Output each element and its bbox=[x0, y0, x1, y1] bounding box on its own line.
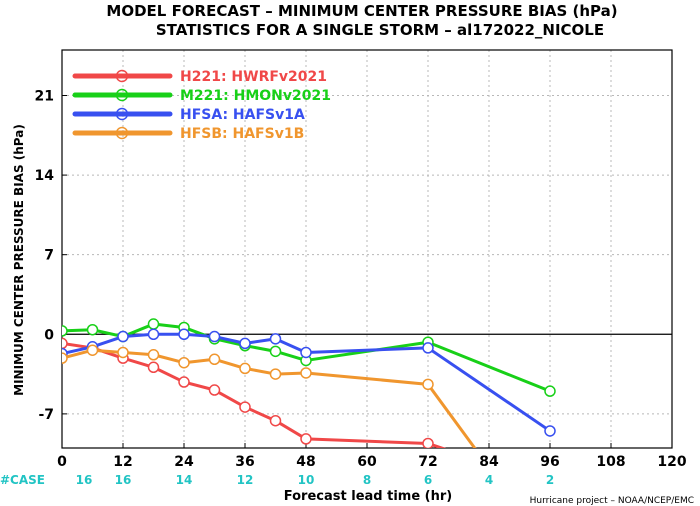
footer-credit: Hurricane project – NOAA/NCEP/EMC bbox=[530, 496, 694, 506]
data-point bbox=[178, 328, 190, 341]
data-point bbox=[208, 384, 221, 396]
legend-marker bbox=[115, 88, 129, 102]
y-axis-label: MINIMUM CENTER PRESSURE BIAS (hPa) bbox=[12, 124, 26, 396]
legend-marker bbox=[115, 69, 129, 83]
case-count: 16 bbox=[115, 473, 132, 487]
data-point bbox=[62, 325, 68, 337]
legend-label: HFSA: HAFSv1A bbox=[180, 107, 305, 123]
y-tick-label: 0 bbox=[44, 327, 54, 343]
series-group bbox=[62, 337, 447, 448]
y-tick-label: -7 bbox=[38, 407, 54, 423]
data-point bbox=[300, 367, 312, 379]
data-point bbox=[269, 345, 282, 358]
y-tick-label: 14 bbox=[35, 168, 55, 184]
y-tick-label: 21 bbox=[35, 88, 54, 104]
data-point bbox=[178, 376, 190, 388]
x-tick-label: 60 bbox=[357, 454, 377, 470]
x-tick-label: 84 bbox=[479, 454, 499, 470]
y-tick-label: 7 bbox=[44, 248, 54, 264]
case-count: 4 bbox=[485, 473, 493, 487]
x-axis-label: Forecast lead time (hr) bbox=[284, 489, 452, 504]
case-count: 12 bbox=[237, 473, 254, 487]
legend-marker bbox=[115, 126, 129, 140]
x-tick-label: 48 bbox=[296, 454, 315, 470]
x-tick-label: 72 bbox=[418, 454, 437, 470]
data-point bbox=[422, 342, 434, 354]
data-point bbox=[239, 337, 251, 350]
x-tick-label: 12 bbox=[113, 454, 132, 470]
legend-label: H221: HWRFv2021 bbox=[180, 69, 327, 85]
x-tick-label: 120 bbox=[657, 454, 686, 470]
data-point bbox=[544, 385, 556, 397]
case-count: 8 bbox=[363, 473, 371, 487]
x-tick-label: 0 bbox=[57, 454, 67, 470]
data-point bbox=[178, 356, 190, 369]
data-point bbox=[147, 328, 160, 341]
data-point bbox=[62, 352, 68, 364]
data-point bbox=[208, 353, 221, 366]
data-point bbox=[147, 349, 160, 361]
legend-label: M221: HMONv2021 bbox=[180, 88, 331, 104]
case-count: 6 bbox=[424, 473, 432, 487]
series-group bbox=[62, 344, 477, 448]
x-tick-label: 36 bbox=[235, 454, 254, 470]
data-point bbox=[544, 425, 556, 437]
case-count: 10 bbox=[298, 473, 315, 487]
data-point bbox=[86, 323, 99, 336]
data-point bbox=[239, 401, 251, 413]
x-tick-label: 108 bbox=[596, 454, 625, 470]
legend-label: HFSB: HAFSv1B bbox=[180, 126, 304, 142]
data-point bbox=[300, 346, 312, 359]
case-count: 16 bbox=[76, 473, 93, 487]
case-count: 14 bbox=[176, 473, 193, 487]
data-point bbox=[422, 437, 434, 448]
data-point bbox=[269, 414, 282, 427]
data-point bbox=[86, 344, 99, 356]
series-line bbox=[62, 348, 477, 448]
case-count: 2 bbox=[546, 473, 554, 487]
data-point bbox=[239, 362, 251, 375]
chart-subtitle: STATISTICS FOR A SINGLE STORM – al172022… bbox=[156, 21, 604, 39]
data-point bbox=[117, 346, 129, 359]
x-tick-label: 24 bbox=[174, 454, 194, 470]
data-point bbox=[269, 333, 282, 345]
data-point bbox=[147, 361, 160, 374]
data-point bbox=[300, 433, 312, 445]
case-label: #CASE bbox=[0, 473, 45, 487]
chart-title: MODEL FORECAST – MINIMUM CENTER PRESSURE… bbox=[106, 2, 617, 20]
legend-marker bbox=[115, 107, 129, 121]
data-point bbox=[62, 337, 68, 350]
plot-frame bbox=[61, 49, 673, 449]
data-point bbox=[422, 378, 434, 391]
data-point bbox=[117, 330, 129, 343]
x-tick-label: 96 bbox=[540, 454, 559, 470]
data-point bbox=[208, 330, 221, 343]
data-point bbox=[269, 368, 282, 380]
data-point bbox=[147, 318, 160, 330]
